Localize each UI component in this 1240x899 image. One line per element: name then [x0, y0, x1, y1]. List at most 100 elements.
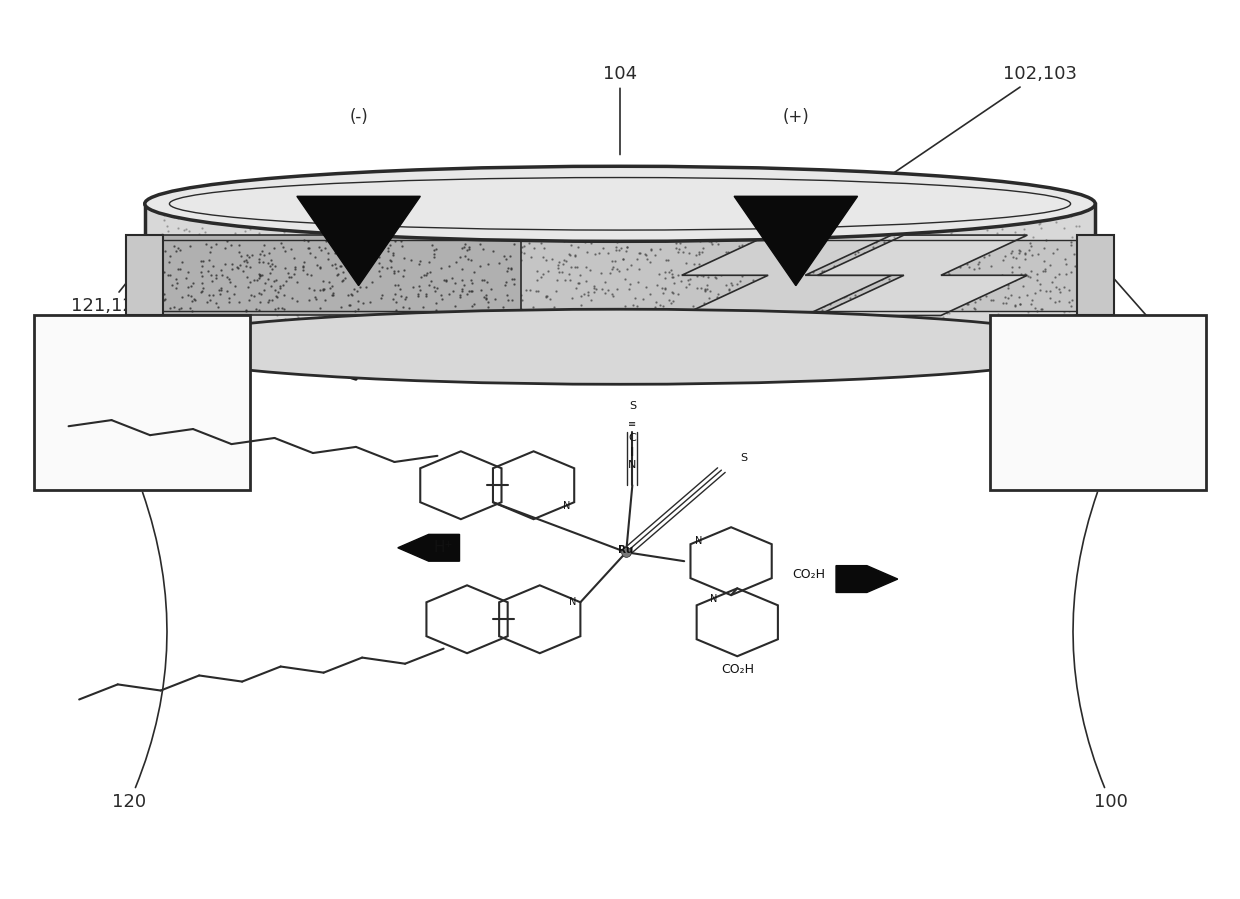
Point: [996, 297, 1016, 311]
Point: [1027, 272, 1047, 287]
Point: [171, 280, 191, 294]
Point: [1038, 283, 1058, 298]
Point: [241, 254, 260, 269]
Point: [399, 300, 419, 315]
Point: [601, 227, 621, 241]
Point: [301, 250, 321, 264]
Point: [952, 302, 972, 316]
Point: [921, 231, 941, 245]
Point: [317, 252, 337, 266]
Point: [371, 223, 391, 237]
Point: [353, 251, 373, 265]
Point: [580, 235, 600, 249]
Point: [856, 208, 875, 222]
Point: [378, 244, 398, 258]
Point: [299, 307, 319, 321]
Point: [968, 236, 988, 250]
Point: [770, 332, 790, 346]
Point: [511, 234, 531, 248]
Point: [160, 300, 180, 315]
Point: [494, 251, 513, 265]
Point: [1028, 261, 1048, 275]
Point: [658, 303, 678, 317]
Point: [249, 271, 269, 285]
Point: [531, 236, 551, 250]
Point: [629, 271, 649, 286]
Point: [580, 293, 600, 307]
Point: [496, 283, 516, 298]
Point: [243, 298, 263, 313]
Point: [993, 296, 1013, 310]
Point: [236, 224, 255, 238]
Point: [279, 270, 299, 284]
Point: [1022, 297, 1042, 311]
Point: [326, 308, 346, 323]
Point: [361, 284, 381, 298]
Point: [398, 259, 418, 273]
Point: [237, 235, 257, 249]
Point: [889, 280, 909, 295]
Point: [475, 290, 495, 305]
Point: [181, 265, 201, 280]
Point: [603, 249, 622, 263]
Point: [636, 247, 656, 262]
Point: [887, 276, 906, 290]
Point: [257, 238, 277, 253]
Point: [511, 302, 531, 316]
Point: [435, 273, 455, 288]
Point: [264, 286, 284, 300]
Point: [868, 245, 888, 260]
Point: [227, 315, 247, 329]
Point: [476, 243, 496, 257]
Point: [537, 289, 557, 303]
Point: [417, 300, 436, 315]
Point: [996, 271, 1016, 286]
Point: [299, 240, 319, 254]
Point: [310, 261, 330, 275]
Point: [356, 298, 376, 312]
Point: [481, 207, 501, 221]
Point: [516, 205, 536, 219]
Point: [491, 247, 511, 262]
Point: [449, 298, 469, 312]
Point: [781, 272, 801, 287]
Point: [918, 237, 937, 252]
Point: [892, 287, 911, 301]
Point: [384, 266, 404, 280]
Point: [198, 204, 218, 218]
Point: [1023, 230, 1043, 245]
Point: [574, 253, 594, 267]
Point: [837, 323, 857, 337]
Point: [1021, 239, 1040, 254]
Point: [693, 241, 713, 255]
Point: [232, 271, 252, 286]
Point: [754, 286, 774, 300]
Point: [340, 262, 360, 276]
Point: [249, 271, 269, 286]
Point: [327, 216, 347, 230]
Point: [957, 282, 977, 297]
Point: [156, 252, 176, 266]
Point: [212, 267, 232, 281]
Point: [464, 264, 484, 279]
Point: [751, 302, 771, 316]
Point: [1002, 264, 1022, 279]
Point: [828, 259, 848, 273]
Point: [758, 201, 777, 216]
Point: [460, 257, 480, 271]
Point: [1060, 237, 1080, 252]
Point: [148, 274, 167, 289]
Point: [169, 302, 188, 316]
Point: [667, 289, 687, 304]
Point: [686, 247, 706, 262]
Point: [944, 241, 963, 255]
Point: [849, 260, 869, 274]
Point: [1035, 254, 1055, 268]
Point: [903, 329, 923, 343]
Point: [1011, 307, 1030, 322]
Point: [575, 267, 595, 281]
Point: [904, 263, 924, 278]
Point: [216, 241, 236, 255]
Point: [911, 309, 931, 324]
Point: [751, 233, 771, 247]
